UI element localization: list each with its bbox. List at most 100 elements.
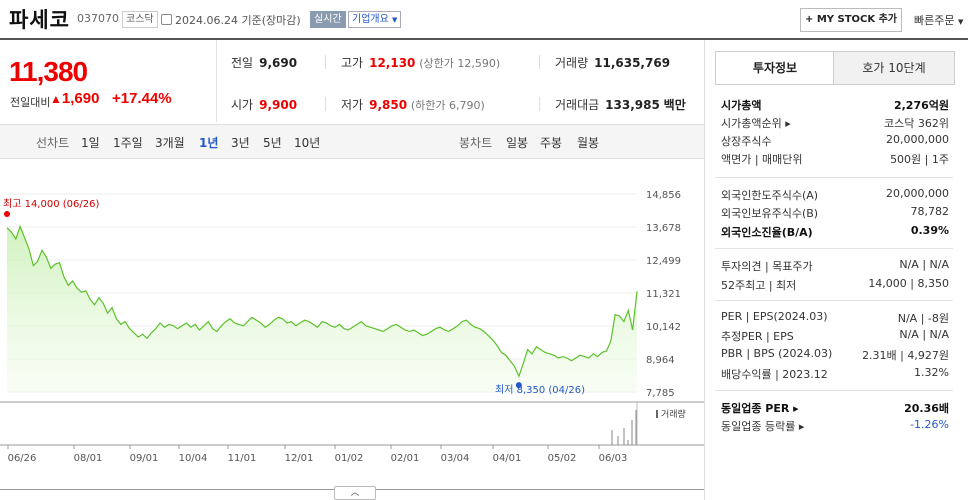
high-value: 12,130 [369, 56, 416, 70]
price-box: 11,380 전일대비 ▲1,690 +17.44% [0, 40, 216, 122]
volume-legend: 거래량 [661, 408, 686, 420]
divider [539, 55, 540, 69]
line-chart-label: 선차트 [36, 136, 70, 150]
invest-info-row: 동일업종 PER ▸ 20.36배 [721, 400, 949, 418]
invest-info-key: 동일업종 PER ▸ [721, 402, 799, 415]
volume: 거래량 11,635,769 [555, 54, 670, 71]
y-tick-label: 12,499 [646, 256, 681, 267]
add-mystock-button[interactable]: + MY STOCK 추가 [800, 8, 902, 32]
divider [715, 300, 953, 301]
chevron-up-icon: ︿ [350, 488, 360, 498]
invest-info-row: 시가총액순위 ▸ 코스닥 362위 [721, 115, 949, 133]
divider [325, 55, 326, 69]
x-tick-label: 06/26 [8, 453, 37, 464]
chart-collapse-handle[interactable]: ︿ [334, 486, 376, 500]
invest-info-row: 상장주식수 20,000,000 [721, 133, 949, 151]
invest-info-key: 상장주식수 [721, 135, 772, 148]
invest-info-key: 배당수익률 | 2023.12 [721, 368, 828, 381]
y-tick-label: 13,678 [646, 223, 681, 234]
tab-invest-info[interactable]: 투자정보 [715, 51, 835, 84]
divider [715, 84, 953, 85]
x-tick-label: 12/01 [285, 453, 314, 464]
invest-info-value: N/A | N/A [899, 328, 949, 341]
realtime-badge[interactable]: 실시간 [310, 11, 346, 28]
fast-order-button[interactable]: 빠른주문 ▼ [914, 12, 963, 28]
tab-daily[interactable]: 일봉 [506, 136, 529, 150]
tab-10y[interactable]: 10년 [294, 136, 321, 150]
invest-info-key: 52주최고 | 최저 [721, 279, 797, 292]
x-tick-label: 01/02 [335, 453, 364, 464]
price-change-value: 1,690 [61, 90, 100, 107]
invest-info-value: 20,000,000 [886, 187, 949, 200]
y-tick-label: 7,785 [646, 388, 675, 399]
price-line [6, 224, 638, 378]
divider [715, 177, 953, 178]
divider [325, 97, 326, 111]
volume-legend-icon [656, 410, 658, 418]
volume-label: 거래량 [555, 56, 589, 70]
invest-info-row: 외국인소진율(B/A) 0.39% [721, 224, 949, 242]
prev-close: 전일 9,690 [231, 54, 297, 71]
amount-value: 133,985 [605, 98, 660, 112]
current-price: 11,380 [9, 56, 88, 87]
invest-info-value: 20.36배 [904, 402, 949, 415]
date-text: 2024.06.24 기준(장마감) [175, 14, 301, 27]
prev-close-label: 전일 [231, 56, 254, 70]
invest-info-value: N/A | N/A [899, 258, 949, 271]
open-price: 시가 9,900 [231, 96, 297, 113]
clock-icon [161, 14, 172, 25]
x-tick-label: 10/04 [179, 453, 208, 464]
invest-info-key: PBR | BPS (2024.03) [721, 347, 833, 360]
stock-code: 037070 [77, 12, 119, 25]
invest-info-row: 외국인보유주식수(B) 78,782 [721, 205, 949, 223]
invest-info-value: 78,782 [910, 205, 950, 218]
invest-info-value: 20,000,000 [886, 133, 949, 146]
tab-monthly[interactable]: 월봉 [577, 136, 600, 150]
tab-3y[interactable]: 3년 [231, 136, 250, 150]
prev-close-value: 9,690 [259, 56, 298, 70]
x-tick-label: 08/01 [74, 453, 103, 464]
y-tick-label: 14,856 [646, 190, 681, 201]
high-marker [4, 211, 10, 217]
price-change: ▲1,690 [50, 90, 99, 107]
date-info: 2024.06.24 기준(장마감) [161, 12, 301, 28]
invest-info-key: 외국인한도주식수(A) [721, 189, 819, 202]
prev-label: 전일대비 [10, 96, 51, 109]
price-area [7, 226, 637, 392]
open-label: 시가 [231, 98, 254, 112]
high-price: 고가 12,130 (상한가 12,590) [341, 54, 500, 71]
invest-info-key: 동일업종 등락률 ▸ [721, 420, 805, 433]
divider [715, 248, 953, 249]
company-info-button[interactable]: 기업개요 ▼ [348, 11, 402, 28]
chevron-down-icon: ▼ [957, 18, 964, 26]
low-marker [515, 382, 522, 389]
x-tick-label: 04/01 [493, 453, 522, 464]
market-badge: 코스닥 [122, 11, 158, 28]
tab-5y[interactable]: 5년 [263, 136, 282, 150]
tab-3m[interactable]: 3개월 [155, 136, 185, 150]
price-chart[interactable]: 14,856 13,678 12,499 11,321 10,142 8,964 7,785… [0, 158, 704, 488]
invest-info-value: 0.39% [910, 224, 949, 237]
invest-info-row: PBR | BPS (2024.03) 2.31배 | 4,927원 [721, 347, 949, 365]
tab-1y[interactable]: 1년 [199, 136, 219, 150]
tab-quote-10[interactable]: 호가 10단계 [833, 51, 955, 85]
invest-info-value: 코스닥 362위 [884, 117, 949, 130]
up-triangle-icon: ▲ [50, 92, 62, 106]
invest-info-row: 배당수익률 | 2023.12 1.32% [721, 366, 949, 384]
x-tick-label: 06/03 [599, 453, 628, 464]
chevron-down-icon: ▼ [392, 16, 398, 24]
amount-unit: 백만 [663, 98, 686, 112]
tab-weekly[interactable]: 주봉 [540, 136, 563, 150]
invest-info-row: 액면가 | 매매단위 500원 | 1주 [721, 151, 949, 169]
tab-1d[interactable]: 1일 [81, 136, 100, 150]
invest-info-row: 시가총액 2,276억원 [721, 97, 949, 115]
invest-info-row: 52주최고 | 최저 14,000 | 8,350 [721, 277, 949, 295]
invest-info-key: 시가총액순위 ▸ [721, 117, 791, 130]
invest-info-key: 시가총액 [721, 99, 762, 112]
x-tick-label: 02/01 [391, 453, 420, 464]
tab-1w[interactable]: 1주일 [113, 136, 143, 150]
invest-info-value: 2,276억원 [893, 99, 949, 112]
low-price: 저가 9,850 (하한가 6,790) [341, 96, 485, 113]
y-tick-label: 10,142 [646, 322, 681, 333]
x-tick-label: 03/04 [441, 453, 470, 464]
